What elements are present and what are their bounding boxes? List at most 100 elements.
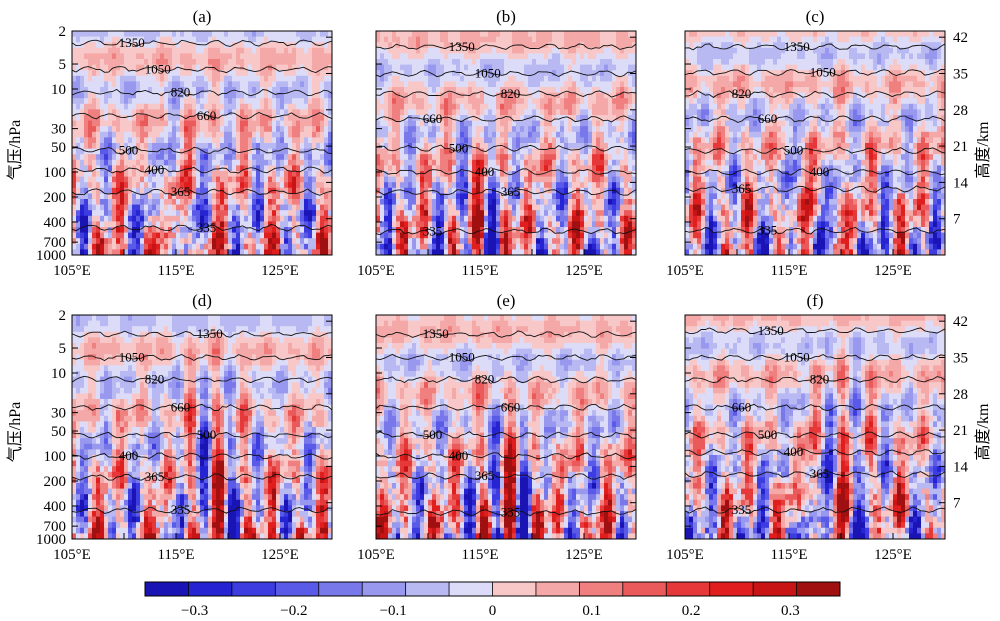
contour-label-820: 820 <box>501 86 521 101</box>
contour-label-365: 365 <box>171 184 191 199</box>
contour-line-820 <box>685 90 945 98</box>
height-tick-label: 28 <box>953 103 968 119</box>
contour-line-1050 <box>72 66 332 74</box>
contour-line-660 <box>685 403 945 412</box>
contour-label-335: 335 <box>501 505 521 520</box>
contour-line-365 <box>72 188 332 196</box>
panel-frame <box>375 30 637 256</box>
colorbar-tick-label: 0.2 <box>682 603 701 619</box>
contour-line-500 <box>376 144 636 153</box>
panel-frame <box>684 30 946 256</box>
contour-label-400: 400 <box>784 444 804 459</box>
contour-line-500 <box>376 431 636 439</box>
right-axis-label-bottom: 高度/km <box>974 403 992 460</box>
lon-tick-label: 125°E <box>261 263 299 279</box>
contour-line-335 <box>685 227 945 235</box>
contour-label-1350: 1350 <box>784 39 810 54</box>
pressure-tick-label: 400 <box>44 499 67 515</box>
contour-line-335 <box>72 223 332 232</box>
pressure-tick-label: 400 <box>44 215 67 231</box>
lon-tick-label: 115°E <box>157 547 194 563</box>
panel-frame <box>71 30 333 256</box>
colorbar-swatch <box>188 582 233 596</box>
colorbar-swatch <box>318 582 363 596</box>
contour-line-365 <box>685 185 945 193</box>
panel-label: (c) <box>806 7 825 26</box>
colorbar-tick-label: 0.3 <box>781 603 800 619</box>
contour-line-400 <box>72 452 332 460</box>
heatmap-field <box>685 31 945 255</box>
colorbar-swatch <box>145 582 189 596</box>
contour-label-365: 365 <box>810 466 830 481</box>
lon-tick-label: 105°E <box>357 263 395 279</box>
contour-line-1350 <box>72 330 332 338</box>
contour-line-1350 <box>376 330 636 338</box>
contour-label-820: 820 <box>732 86 752 101</box>
pressure-tick-label: 2 <box>59 308 67 324</box>
pressure-tick-label: 100 <box>44 165 67 181</box>
lon-tick-label: 125°E <box>565 263 603 279</box>
contour-line-335 <box>376 227 636 236</box>
height-tick-label: 35 <box>953 66 968 82</box>
height-tick-label: 7 <box>953 496 961 512</box>
contour-line-820 <box>376 375 636 384</box>
pressure-tick-label: 200 <box>44 474 67 490</box>
colorbar-swatch <box>796 582 841 596</box>
height-tick-label: 35 <box>953 350 968 366</box>
pressure-tick-label: 50 <box>51 140 66 156</box>
height-tick-label: 21 <box>953 423 968 439</box>
contour-line-400 <box>685 168 945 176</box>
pressure-tick-label: 30 <box>51 406 66 422</box>
contour-label-365: 365 <box>475 468 495 483</box>
contour-label-660: 660 <box>501 400 521 415</box>
contour-line-1050 <box>685 69 945 76</box>
contour-label-335: 335 <box>732 502 752 517</box>
contour-label-820: 820 <box>145 372 165 387</box>
lon-tick-label: 115°E <box>770 547 807 563</box>
contour-line-500 <box>685 146 945 155</box>
lon-tick-label: 105°E <box>53 263 91 279</box>
contour-line-1050 <box>72 354 332 362</box>
panels: 13501050820660500400365335(a)25103050100… <box>36 7 969 563</box>
pressure-tick-label: 10 <box>51 366 66 382</box>
pressure-tick-label: 100 <box>44 449 67 465</box>
contour-line-400 <box>72 166 332 174</box>
contour-line-500 <box>72 431 332 439</box>
contour-label-660: 660 <box>171 400 191 415</box>
colorbar-swatch <box>753 582 797 596</box>
contour-label-500: 500 <box>784 143 804 158</box>
contour-label-1350: 1350 <box>758 323 784 338</box>
panel-label: (b) <box>496 7 516 26</box>
contour-label-660: 660 <box>423 111 443 126</box>
contour-line-1350 <box>685 327 945 335</box>
contour-label-335: 335 <box>423 223 443 238</box>
contour-label-400: 400 <box>449 448 469 463</box>
colorbar-swatch <box>362 582 406 596</box>
contour-line-500 <box>685 431 945 439</box>
lon-tick-label: 105°E <box>666 547 704 563</box>
contour-line-365 <box>376 472 636 480</box>
contour-line-820 <box>72 375 332 384</box>
colorbar-tick-label: 0 <box>489 603 497 619</box>
contour-line-1350 <box>72 39 332 47</box>
colorbar-swatch <box>535 582 580 596</box>
contour-label-500: 500 <box>119 143 139 158</box>
colorbar-swatch <box>231 582 276 596</box>
pressure-tick-label: 1000 <box>36 532 66 548</box>
contour-line-1350 <box>376 43 636 50</box>
contour-line-820 <box>685 376 945 384</box>
contour-label-500: 500 <box>423 427 443 442</box>
colorbar: −0.3 −0.2 −0.1 0 0.1 0.2 0.3 <box>144 581 841 619</box>
contour-label-400: 400 <box>810 164 830 179</box>
contour-line-335 <box>685 506 945 514</box>
contour-label-1050: 1050 <box>475 66 501 81</box>
heatmap-field <box>376 315 636 539</box>
colorbar-swatch <box>405 582 450 596</box>
contour-line-400 <box>376 452 636 460</box>
panel-label: (a) <box>193 7 212 26</box>
contour-line-400 <box>376 168 636 176</box>
colorbar-swatch <box>622 582 667 596</box>
